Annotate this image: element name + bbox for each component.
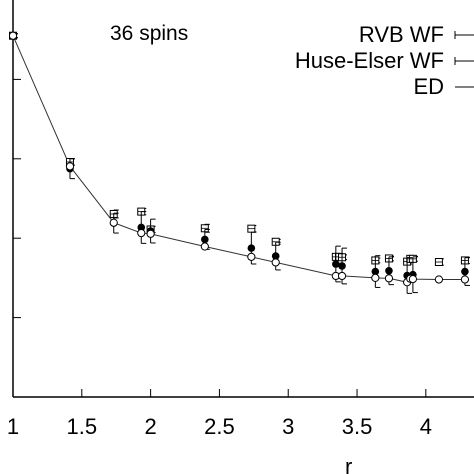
- huse-elser-point: [385, 266, 393, 275]
- x-tick-label: 1.5: [67, 414, 98, 439]
- chart-annotation: 36 spins: [110, 22, 188, 45]
- x-tick-label: 1: [7, 414, 19, 439]
- x-tick-label: 2: [144, 414, 156, 439]
- ed-point: [384, 274, 394, 283]
- ed-point: [271, 258, 280, 267]
- ed-point: [247, 252, 256, 261]
- ed-point: [146, 229, 155, 238]
- x-tick-label: 3.5: [342, 414, 373, 439]
- huse-elser-point: [338, 262, 346, 270]
- ed-point: [137, 228, 146, 238]
- axes: 1 1.5 2 2.5 3 3.5 4: [7, 0, 474, 439]
- huse-elser-point: [271, 252, 280, 260]
- chart-marks: [8, 31, 470, 294]
- x-tick-label: 3: [282, 414, 294, 439]
- huse-elser-point: [461, 267, 469, 276]
- huse-elser-point: [371, 267, 380, 276]
- ed-point: [200, 242, 209, 251]
- x-tick-label: 4: [420, 414, 432, 439]
- legend-label: Huse-Elser WF: [295, 48, 444, 73]
- ed-point: [65, 162, 75, 171]
- legend-label: ED: [413, 74, 444, 99]
- legend-label: RVB WF: [359, 22, 444, 47]
- ed-point: [371, 273, 380, 282]
- huse-elser-point: [247, 244, 256, 252]
- ed-point: [408, 274, 418, 284]
- x-axis-label: r: [345, 454, 352, 474]
- huse-elser-point: [201, 235, 209, 244]
- ed-point: [8, 31, 18, 40]
- ed-point: [337, 271, 347, 281]
- ed-point: [460, 275, 470, 284]
- ed-point: [109, 218, 118, 227]
- huse-elser-point: [137, 223, 146, 232]
- huse-elser-point: [332, 260, 340, 268]
- x-tick-label: 2.5: [204, 414, 235, 439]
- ed-point: [434, 275, 444, 284]
